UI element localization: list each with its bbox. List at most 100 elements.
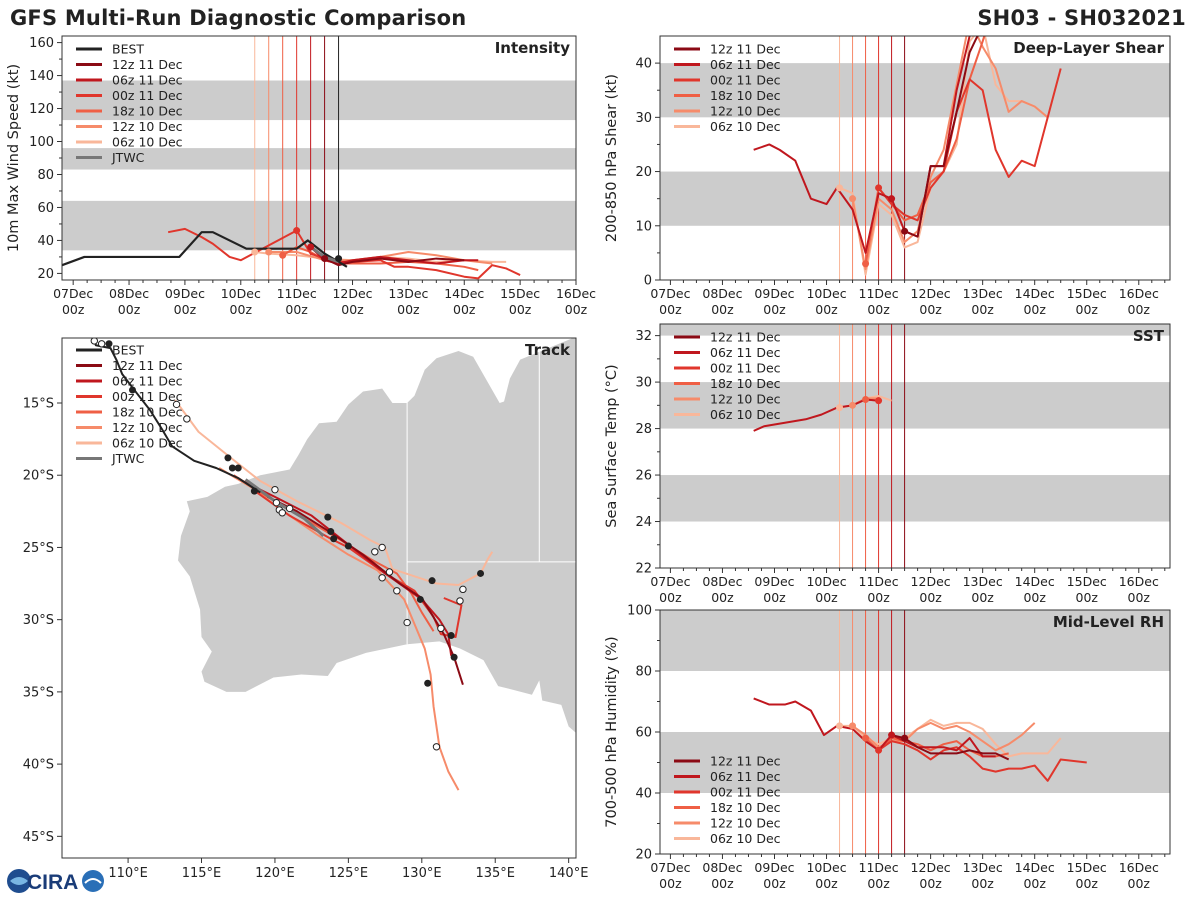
sst-xtick-hour: 00z	[971, 590, 994, 605]
intensity-legend-label: 12z 10 Dec	[112, 119, 183, 134]
sst-xtick-day: 14Dec	[1015, 574, 1055, 589]
intensity-legend-label: 06z 11 Dec	[112, 73, 183, 88]
intensity-ytick-label: 160	[29, 36, 54, 51]
track-open-marker	[459, 585, 467, 594]
sst-frame	[659, 323, 1171, 569]
track-open-marker	[97, 340, 106, 348]
track-filled-marker	[477, 569, 485, 577]
track-ytick-label: 40°S	[23, 758, 54, 773]
track-map	[90, 338, 576, 791]
track-ytick-label: 25°S	[23, 541, 54, 556]
intensity-legend-label: 00z 11 Dec	[112, 88, 183, 103]
sst-xtick-day: 16Dec	[1119, 574, 1159, 589]
sst-xtick-hour: 00z	[711, 590, 734, 605]
shear-init-marker	[836, 184, 844, 192]
sst-ylabel: Sea Surface Temp (°C)	[604, 364, 620, 527]
track-legend-label: BEST	[112, 343, 144, 358]
track-legend-label: 18z 10 Dec	[112, 405, 183, 420]
intensity-xtick-hour: 00z	[341, 302, 364, 317]
logo-wave-icon	[10, 877, 28, 885]
shear-init-marker	[888, 195, 896, 203]
sst-init-marker	[836, 404, 844, 412]
rh-ytick-label: 80	[635, 665, 652, 680]
intensity-band	[62, 200, 576, 251]
sst-xtick-hour: 00z	[1076, 590, 1099, 605]
intensity-best-marker	[335, 255, 343, 263]
storm-id: SH03 - SH032021	[977, 6, 1186, 30]
intensity-xtick-day: 11Dec	[277, 286, 317, 301]
track-filled-marker	[228, 464, 236, 472]
intensity-series	[62, 227, 521, 280]
shear-xtick-day: 12Dec	[911, 286, 951, 301]
sst-xtick-day: 11Dec	[859, 574, 899, 589]
rh-xtick-hour: 00z	[1023, 876, 1046, 891]
rh-xtick-hour: 00z	[815, 876, 838, 891]
shear-xtick-hour: 00z	[971, 302, 994, 317]
rh-ytick-label: 60	[635, 726, 652, 741]
sst-init-marker	[862, 396, 870, 404]
intensity-ytick-label: 100	[29, 135, 54, 150]
shear-run-line-4	[851, 36, 1049, 271]
cira-logo: CIRA	[5, 866, 105, 896]
sst-legend-label: 06z 11 Dec	[710, 345, 781, 360]
sst-xtick-hour: 00z	[1128, 590, 1151, 605]
sst-panel: 22242628303207Dec00z08Dec00z09Dec00z10De…	[604, 323, 1171, 605]
intensity-xtick-day: 12Dec	[332, 286, 372, 301]
rh-xtick-day: 14Dec	[1015, 860, 1055, 875]
track-ytick-label: 20°S	[23, 469, 54, 484]
rh-xtick-hour: 00z	[711, 876, 734, 891]
intensity-ytick-label: 80	[37, 168, 54, 183]
sst-legend-label: 06z 10 Dec	[710, 407, 781, 422]
shear-xtick-day: 13Dec	[963, 286, 1003, 301]
intensity-band	[62, 148, 576, 170]
track-filled-marker	[327, 528, 335, 536]
track-xtick-label: 110°E	[108, 866, 148, 881]
shear-init-marker	[901, 227, 909, 235]
track-xtick-label: 140°E	[549, 866, 589, 881]
rh-run-line-2	[877, 740, 1087, 782]
track-filled-marker	[234, 464, 242, 472]
shear-series	[753, 36, 1062, 276]
sst-xtick-day: 15Dec	[1067, 574, 1107, 589]
rh-xtick-day: 11Dec	[859, 860, 899, 875]
shear-xtick-day: 11Dec	[859, 286, 899, 301]
intensity-init-marker	[265, 248, 273, 256]
rh-xtick-hour: 00z	[867, 876, 890, 891]
rh-xtick-day: 09Dec	[754, 860, 794, 875]
track-filled-marker	[447, 632, 455, 640]
intensity-xtick-hour: 00z	[397, 302, 420, 317]
rh-xtick-hour: 00z	[659, 876, 682, 891]
intensity-init-marker	[321, 255, 329, 263]
intensity-init-marker	[307, 243, 315, 251]
intensity-xtick-day: 09Dec	[165, 286, 205, 301]
intensity-xtick-day: 15Dec	[500, 286, 540, 301]
rh-run-line-5	[839, 718, 1062, 758]
track-filled-marker	[428, 577, 436, 585]
rh-xtick-day: 07Dec	[650, 860, 690, 875]
sst-xtick-hour: 00z	[659, 590, 682, 605]
track-open-marker	[403, 618, 411, 627]
track-open-marker	[371, 548, 379, 556]
shear-xtick-day: 07Dec	[650, 286, 690, 301]
rh-init-marker	[888, 731, 896, 739]
sst-xtick-day: 09Dec	[754, 574, 794, 589]
shear-xtick-hour: 00z	[867, 302, 890, 317]
sst-xtick-hour: 00z	[1023, 590, 1046, 605]
rh-panel: 2040608010007Dec00z08Dec00z09Dec00z10Dec…	[604, 604, 1171, 891]
sst-band	[660, 324, 1170, 336]
rh-init-marker	[836, 722, 844, 730]
rh-legend-label: 18z 10 Dec	[710, 800, 781, 815]
sst-legend-label: 12z 10 Dec	[710, 392, 781, 407]
track-ytick-label: 45°S	[23, 830, 54, 845]
intensity-xtick-hour: 00z	[174, 302, 197, 317]
track-open-marker	[456, 597, 464, 605]
track-panel: 110°E 115°E 120°E 125°E 130°E 135°E 140°E 15°S 2…	[23, 337, 589, 881]
intensity-xtick-day: 13Dec	[388, 286, 428, 301]
rh-ylabel: 700-500 hPa Humidity (%)	[604, 636, 620, 827]
track-filled-marker	[416, 595, 424, 603]
intensity-panel: 2040608010012014016007Dec00z08Dec00z09De…	[6, 35, 596, 317]
track-filled-marker	[330, 535, 338, 543]
intensity-legend-label: BEST	[112, 42, 144, 57]
rh-xtick-day: 15Dec	[1067, 860, 1107, 875]
